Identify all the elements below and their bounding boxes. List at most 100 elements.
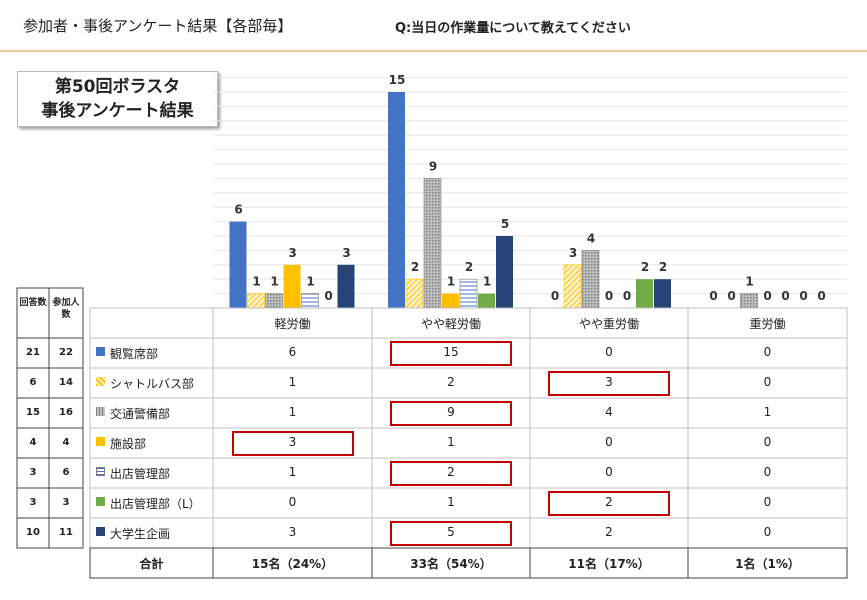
response-cell-4-2: 4 xyxy=(62,437,70,448)
bar-7-2 xyxy=(496,236,513,308)
data-label-1-2: 15 xyxy=(389,73,406,87)
bar-3-1 xyxy=(265,293,283,309)
bar-7-3 xyxy=(654,279,671,308)
legend-label-6: 出店管理部（L） xyxy=(110,497,201,511)
data-label-2-3: 3 xyxy=(569,246,577,260)
table-cell-2-4: 0 xyxy=(763,375,772,389)
legend-swatch-3 xyxy=(96,407,105,416)
bar-6-2 xyxy=(478,293,495,308)
data-label-3-4: 1 xyxy=(745,275,753,289)
bar-4-2 xyxy=(442,293,459,308)
table-cell-3-2: 9 xyxy=(447,405,455,419)
bar-1-1 xyxy=(229,221,247,308)
highlight-box-2 xyxy=(548,371,670,396)
data-label-4-4: 0 xyxy=(763,289,771,303)
response-cell-2-2: 14 xyxy=(59,377,73,388)
data-label-1-4: 0 xyxy=(709,289,717,303)
highlight-box-4 xyxy=(231,431,354,456)
table-cell-6-3: 2 xyxy=(605,495,613,509)
table-cell-3-1: 1 xyxy=(288,405,297,419)
response-cell-7-2: 11 xyxy=(59,527,73,538)
total-cell-3: 11名（17%） xyxy=(568,557,650,571)
legend-label-1: 観覧席部 xyxy=(110,347,159,361)
response-cell-7-1: 10 xyxy=(26,527,40,538)
response-cell-6-2: 3 xyxy=(62,497,70,508)
data-label-5-4: 0 xyxy=(781,289,789,303)
chart-title-line1: 第50回ボラスタ xyxy=(54,77,181,97)
legend-label-3: 交通警備部 xyxy=(110,407,171,421)
table-cell-6-2: 1 xyxy=(447,495,455,509)
response-cell-5-2: 6 xyxy=(62,467,70,478)
table-cell-7-2: 5 xyxy=(447,525,455,539)
data-label-7-4: 0 xyxy=(817,289,825,303)
highlight-box-3 xyxy=(390,401,512,426)
table-cell-6-4: 0 xyxy=(763,495,772,509)
legend-swatch-6 xyxy=(96,497,105,506)
header: 参加者・事後アンケート結果【各部毎】 Q:当日の作業量について教えてください xyxy=(0,0,867,56)
table-cell-1-1: 6 xyxy=(288,345,297,359)
table-cell-1-2: 15 xyxy=(443,345,459,359)
bar-3-2 xyxy=(423,178,442,309)
data-label-4-2: 1 xyxy=(447,275,455,289)
highlight-box-1 xyxy=(390,341,512,366)
data-label-7-3: 2 xyxy=(659,260,667,274)
data-label-2-1: 1 xyxy=(252,275,260,289)
bar-5-2 xyxy=(459,278,478,309)
table-cell-5-2: 2 xyxy=(447,465,455,479)
data-label-4-1: 3 xyxy=(288,246,296,260)
response-cell-1-2: 22 xyxy=(59,347,73,358)
bar-3-4 xyxy=(740,293,758,309)
response-cell-1-1: 21 xyxy=(26,347,40,358)
data-label-6-2: 1 xyxy=(483,275,491,289)
table-cell-5-4: 0 xyxy=(763,465,772,479)
data-label-7-1: 3 xyxy=(342,246,350,260)
table-cell-6-1: 0 xyxy=(288,495,297,509)
table-cell-2-2: 2 xyxy=(447,375,455,389)
data-label-7-2: 5 xyxy=(501,217,509,231)
legend-swatch-2 xyxy=(96,377,105,386)
question-text: Q:当日の作業量について教えてください xyxy=(395,21,631,36)
response-cell-6-1: 3 xyxy=(29,497,37,508)
table-cell-1-3: 0 xyxy=(605,345,613,359)
data-label-2-4: 0 xyxy=(727,289,735,303)
table-cell-2-3: 3 xyxy=(605,375,613,389)
highlight-box-7 xyxy=(390,521,512,546)
data-label-3-2: 9 xyxy=(429,159,437,173)
data-label-6-3: 2 xyxy=(641,260,649,274)
table-cell-4-2: 1 xyxy=(447,435,455,449)
legend-swatch-4 xyxy=(96,437,105,446)
data-label-3-1: 1 xyxy=(270,275,278,289)
data-label-6-1: 0 xyxy=(324,289,332,303)
data-label-5-3: 0 xyxy=(623,289,631,303)
highlight-box-5 xyxy=(390,461,512,486)
data-label-5-1: 1 xyxy=(306,275,314,289)
bar-6-3 xyxy=(636,279,653,308)
total-cell-4: 1名（1%） xyxy=(735,557,800,571)
table-cell-4-1: 3 xyxy=(288,435,297,449)
response-header-1: 回答数 xyxy=(19,298,47,308)
response-cell-5-1: 3 xyxy=(29,467,37,478)
response-cell-4-1: 4 xyxy=(29,437,37,448)
bar-1-2 xyxy=(388,92,405,308)
chart-title-box: 第50回ボラスタ 事後アンケート結果 xyxy=(17,71,218,127)
header-title: 参加者・事後アンケート結果【各部毎】 xyxy=(23,17,293,35)
table-cell-7-1: 3 xyxy=(288,525,297,539)
data-label-1-3: 0 xyxy=(551,289,559,303)
header-divider xyxy=(0,50,867,52)
highlight-box-6 xyxy=(548,491,670,516)
bar-4-1 xyxy=(283,264,301,308)
legend-swatch-1 xyxy=(96,347,105,356)
data-label-5-2: 2 xyxy=(465,260,473,274)
table-cell-3-4: 1 xyxy=(763,405,772,419)
total-cell-1: 15名（24%） xyxy=(251,557,334,571)
legend-label-2: シャトルバス部 xyxy=(110,377,195,391)
column-header-1: 軽労働 xyxy=(274,317,311,331)
table-cell-4-3: 0 xyxy=(605,435,613,449)
column-header-2: やや軽労働 xyxy=(420,317,481,331)
table-cell-7-4: 0 xyxy=(763,525,772,539)
legend-swatch-7 xyxy=(96,527,105,536)
total-cell-2: 33名（54%） xyxy=(410,557,492,571)
table-cell-5-1: 1 xyxy=(288,465,297,479)
response-header-2: 参加人数 xyxy=(52,298,80,320)
